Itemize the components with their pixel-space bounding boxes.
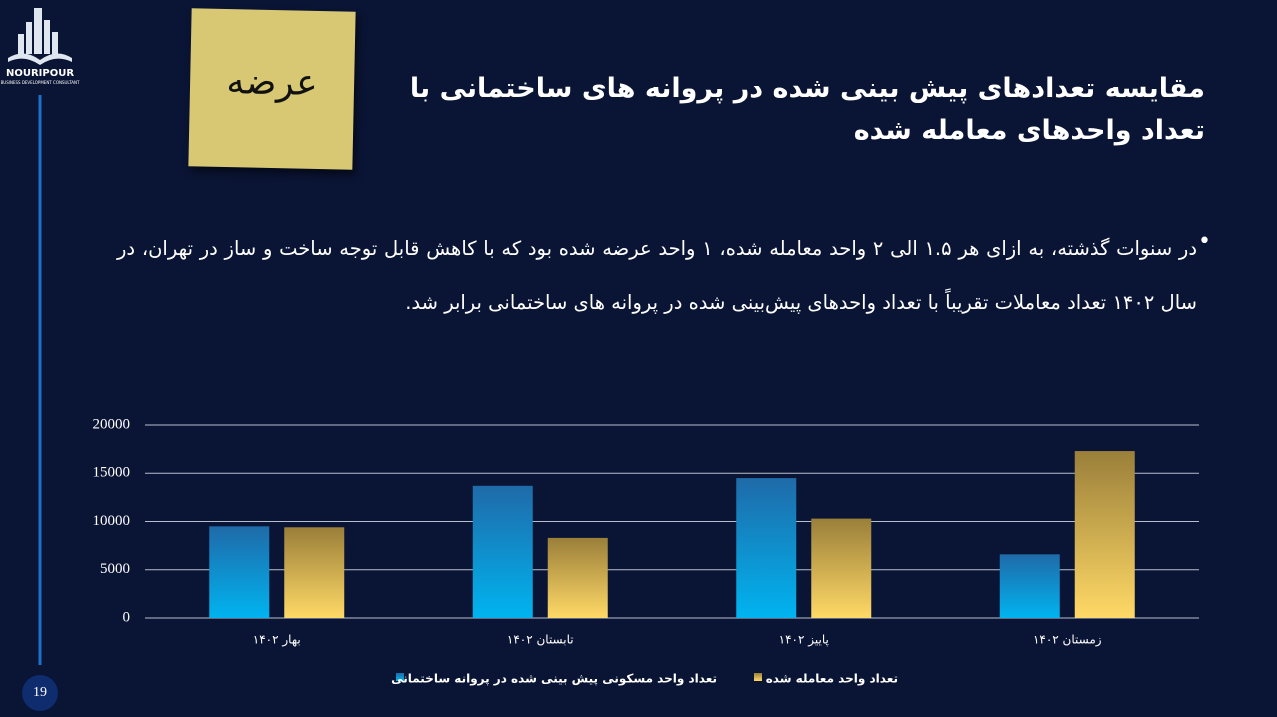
bar [209, 526, 270, 618]
bar [736, 478, 797, 618]
y-tick-label: 5000 [100, 561, 130, 577]
bar [811, 518, 872, 618]
x-tick-label: زمستان ۱۴۰۲ [1033, 633, 1102, 648]
x-tick-label: بهار ۱۴۰۲ [253, 633, 301, 648]
bullet-dot: • [1198, 229, 1211, 254]
legend-label: تعداد واحد مسکونی پیش بینی شده در پروانه… [391, 672, 717, 687]
y-tick-label: 15000 [93, 465, 131, 481]
note-text: عرضه [226, 61, 319, 104]
x-tick-label: پاییز ۱۴۰۲ [779, 633, 829, 648]
logo-name: NOURIPOUR [6, 68, 74, 79]
slide-title: مقایسه تعدادهای پیش بینی شده در پروانه ه… [409, 73, 1205, 146]
page-number: 19 [22, 675, 58, 711]
bar [547, 537, 608, 618]
bar [1074, 451, 1135, 618]
legend-swatch [396, 673, 404, 681]
bar [284, 527, 345, 618]
x-tick-label: تابستان ۱۴۰۲ [507, 633, 574, 647]
legend-swatch [754, 673, 762, 681]
y-tick-label: 20000 [93, 416, 131, 432]
y-tick-label: 0 [123, 609, 131, 625]
logo-tagline: BUSINESS DEVELOPMENT CONSULTANT [1, 80, 80, 85]
y-tick-label: 10000 [93, 513, 131, 529]
bar [472, 485, 533, 618]
sticky-note: عرضه [188, 8, 356, 170]
bar [999, 554, 1060, 618]
legend-label: تعداد واحد معامله شده [766, 672, 898, 687]
bullet-text: در سنوات گذشته، به ازای هر ۱.۵ الی ۲ واح… [117, 237, 1198, 314]
logo-icon [8, 8, 72, 65]
